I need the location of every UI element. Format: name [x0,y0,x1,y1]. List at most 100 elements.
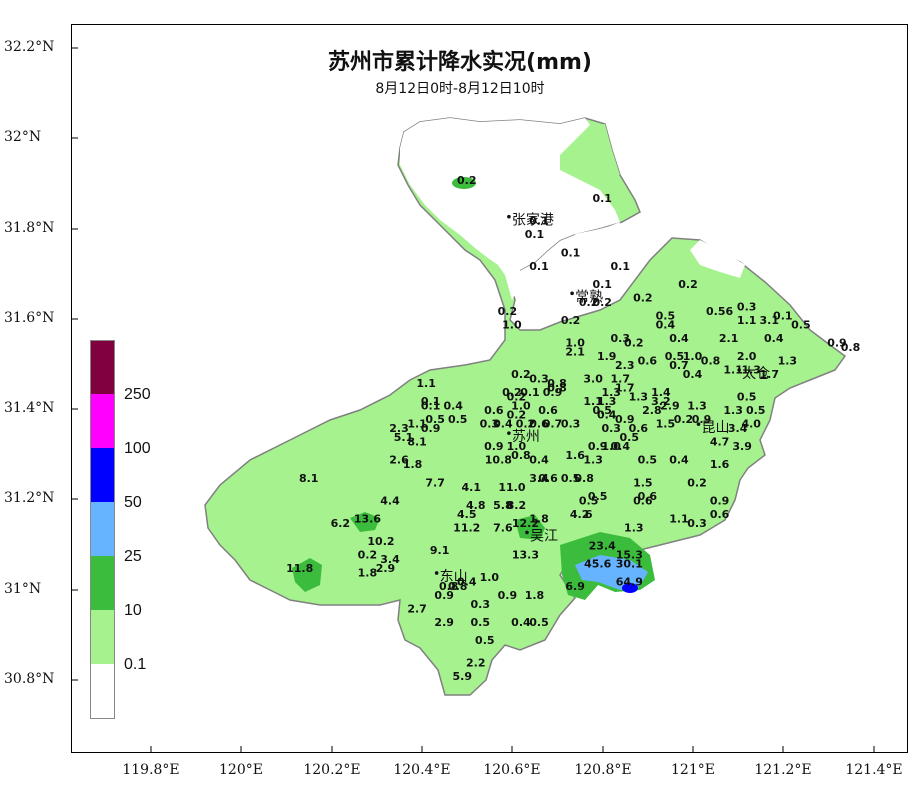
station-value: 0.3 [561,418,581,431]
station-value: 0.5 [425,413,445,426]
station-value: 1.3 [597,395,617,408]
station-value: 0.1 [773,309,793,322]
station-value: 30.1 [616,557,643,570]
lat-label: 31.8°N [4,220,55,236]
lake-outline [509,259,651,331]
city-marker [570,291,574,296]
station-value: 1.3 [624,521,644,534]
station-value: 0.4 [493,418,513,431]
region-white-east [690,240,745,278]
station-value: 0.2 [507,391,527,404]
legend-swatch-25-50 [90,502,115,556]
station-value: 0.5 [475,634,495,647]
city-marker [696,422,701,426]
lon-label: 120.2°E [303,762,361,778]
station-value: 0.2 [678,278,698,291]
station-value: 4.8 [466,499,486,512]
station-value: 3.4 [380,553,400,566]
station-value: 0.56 [706,305,733,318]
station-value: 1.4 [651,386,671,399]
station-value: 11.8 [286,562,313,575]
station-value: 13.3 [512,548,539,561]
city-label: 常熟 [575,289,603,305]
station-value: 0.5 [471,616,491,629]
station-value: 1.9 [597,350,617,363]
region-green-nstrip [590,124,620,175]
legend-swatch-0.1-10 [90,610,115,664]
station-value: 0.1 [520,386,540,399]
station-value: 1.6 [565,449,585,462]
patch-green-1 [452,177,476,189]
station-value: 0.1 [421,395,441,408]
station-value: 0.6 [638,355,658,368]
lon-label: 120.4°E [393,762,451,778]
station-value: 1.3 [583,454,603,467]
city-marker [434,571,439,575]
station-value: 0.2 [507,409,527,422]
station-value: 0.1 [529,215,549,228]
legend-swatch-50-100 [90,448,115,502]
station-value: 1.8 [529,512,549,525]
station-value: 0.9 [543,386,563,399]
station-value: 1.0 [511,400,531,413]
station-value: 0.2 [579,296,599,309]
station-value: 0.6 [633,494,653,507]
station-value: 0.4 [669,332,689,345]
station-value: 0.7 [543,418,563,431]
station-value: 0.9 [498,589,518,602]
station-value: 0.9 [434,589,454,602]
station-value: 5.1 [394,431,414,444]
station-value: 1.3 [629,391,649,404]
station-value: 1.0 [502,318,522,331]
station-value: 7.7 [425,476,445,489]
station-value: 1.0 [507,440,527,453]
station-value: 5.8 [493,499,513,512]
station-value: 1.1 [669,512,689,525]
station-value: 1.7 [611,373,631,386]
station-value: 2.7 [407,603,427,616]
legend-label: 100 [124,440,151,457]
station-value: 0.5 [791,318,811,331]
legend-label: 10 [124,602,142,619]
station-value: 1.5 [656,418,676,431]
station-value: 0.8 [841,341,861,354]
station-value: 13.6 [354,512,381,525]
lon-label: 121.4°E [845,762,903,778]
station-value: 0.9 [710,494,730,507]
station-value: 0.2 [592,296,612,309]
page-title: 苏州市累计降水实况(mm) [328,50,592,75]
station-value: 2.9 [660,400,680,413]
station-value: 3.2 [651,395,671,408]
station-value: 3.4 [529,472,549,485]
station-value: 0.3 [687,517,707,530]
page-subtitle: 8月12日0时-8月12日10时 [375,81,545,97]
city-marker [507,431,511,435]
station-value: 3.9 [732,440,752,453]
station-value: 1.8 [403,458,423,471]
station-value: 0.2 [511,368,531,381]
station-value: 0.6 [529,418,549,431]
city-marker [507,214,511,219]
station-value: 1.1 [723,364,743,377]
station-value: 0.8 [448,580,468,593]
station-value: 11.2 [453,521,480,534]
station-value: 0.5 [746,404,766,417]
station-value: 0.6 [484,404,504,417]
station-value: 0.5 [656,309,676,322]
station-value: 0.5 [737,391,757,404]
station-value: 64.9 [616,575,643,588]
city-marker [525,530,529,535]
station-value: 0.2 [624,336,644,349]
station-value: 0.6 [638,490,658,503]
station-value: 0.2 [516,418,536,431]
station-value: 0.2 [358,548,378,561]
station-value: 1.3 [723,404,743,417]
station-value: 0.4 [683,368,703,381]
lon-label: 121°E [671,762,715,778]
station-value: 0.8 [547,382,567,395]
axis-ticks [71,47,875,753]
legend-swatch-10-25 [90,556,115,610]
station-value: 2.3 [389,422,409,435]
lon-label: 120.8°E [574,762,632,778]
